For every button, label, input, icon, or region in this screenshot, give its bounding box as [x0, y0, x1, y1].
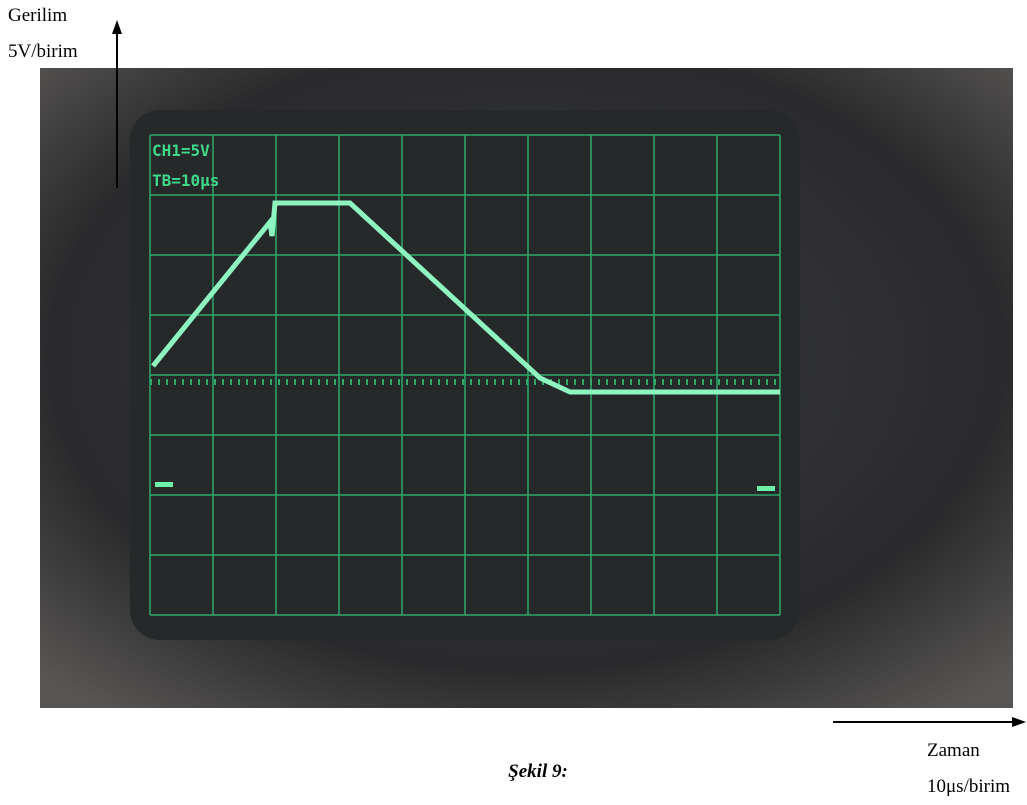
waveform [151, 200, 780, 395]
y-axis-unit: 5V/birim [8, 41, 78, 62]
x-axis-unit: 10μs/birim [927, 776, 1010, 797]
x-arrowhead [1012, 717, 1026, 727]
marker [757, 486, 775, 491]
y-arrowhead [112, 20, 122, 34]
x-axis-label: Zaman [927, 740, 980, 761]
caption: Şekil 9: [508, 761, 568, 782]
grid [149, 134, 781, 616]
marker [155, 482, 173, 487]
screen-channel: CH1=5V [152, 141, 210, 160]
y-axis-label: Gerilim [8, 5, 67, 26]
screen-timebase: TB=10μs [152, 171, 219, 190]
